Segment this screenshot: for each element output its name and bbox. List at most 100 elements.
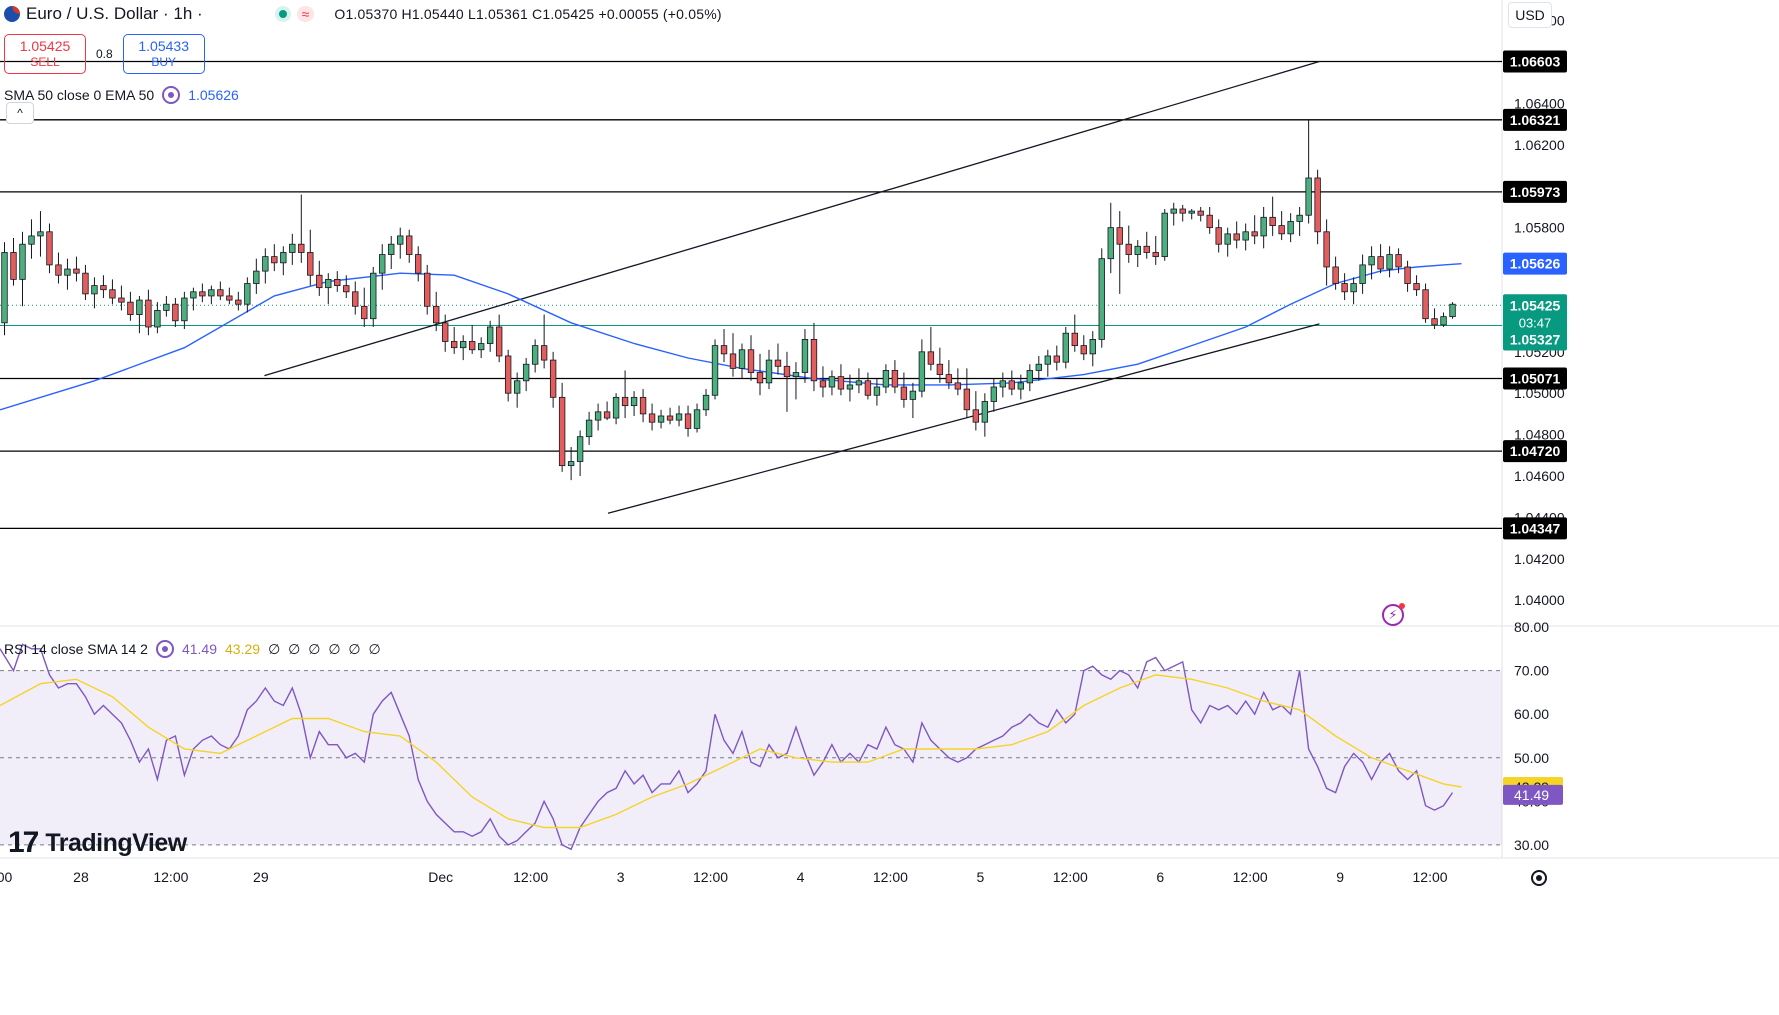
- candle-body: [145, 299, 152, 328]
- candle-body: [1206, 214, 1213, 229]
- candle-body: [55, 264, 62, 276]
- candle-body: [415, 254, 422, 274]
- candle: [1, 242, 8, 336]
- symbol-title[interactable]: Euro / U.S. Dollar · 1h ·: [26, 4, 203, 23]
- candle-body: [1359, 264, 1366, 284]
- candle-body: [576, 436, 584, 462]
- candle-body: [1386, 254, 1393, 270]
- wave-icon[interactable]: ≈: [296, 6, 315, 22]
- candle: [558, 382, 566, 472]
- currency-label: USD: [1515, 7, 1545, 23]
- candle-body: [73, 268, 80, 274]
- candle-body: [567, 461, 575, 467]
- candle-body: [217, 289, 224, 297]
- rsi-legend[interactable]: RSI 14 close SMA 14 2 41.49 43.29 ∅ ∅ ∅ …: [4, 640, 383, 658]
- rsi-value-tag: [1503, 784, 1563, 805]
- candle: [1143, 231, 1150, 259]
- rsi-legend-name[interactable]: RSI 14 close SMA 14 2: [4, 641, 148, 657]
- level-price-label: 1.06603: [1510, 53, 1561, 69]
- candle-body: [918, 351, 926, 392]
- candle-body: [154, 310, 161, 328]
- sell-price: 1.05425: [19, 38, 71, 54]
- candle: [19, 231, 26, 307]
- candle: [1305, 120, 1312, 224]
- buy-button[interactable]: 1.05433 BUY: [122, 34, 205, 74]
- level-price-tag: [1503, 50, 1567, 73]
- candle-body: [28, 235, 35, 245]
- candle-body: [1188, 210, 1195, 214]
- candle-body: [729, 353, 737, 369]
- candle-body: [316, 274, 323, 289]
- candle: [1242, 223, 1249, 251]
- candle-body: [963, 388, 971, 411]
- candle: [1197, 206, 1204, 222]
- candle-body: [82, 272, 89, 295]
- rsi-sma-line: [0, 674, 1462, 829]
- candle: [82, 264, 89, 301]
- rsi-legend-extra: ∅ ∅ ∅ ∅ ∅ ∅: [268, 640, 383, 657]
- candle-body: [900, 386, 908, 400]
- candle: [208, 285, 215, 305]
- ohlc-values: O1.05370 H1.05440 L1.05361 C1.05425 +0.0…: [334, 6, 722, 22]
- candle-body: [235, 299, 242, 305]
- market-status[interactable]: ≈: [274, 6, 315, 22]
- candle: [1053, 345, 1060, 371]
- support-price-tag: [1503, 328, 1567, 351]
- sma-legend[interactable]: SMA 50 close 0 EMA 50 1.05626: [4, 86, 239, 104]
- rsi-sma-legend-value: 43.29: [225, 641, 261, 657]
- candle: [873, 378, 881, 406]
- cycle-icon[interactable]: [162, 86, 181, 104]
- candle: [64, 258, 71, 290]
- candle: [1062, 326, 1069, 369]
- rsi-cycle-icon[interactable]: [155, 640, 174, 658]
- candle-body: [271, 256, 278, 264]
- candle-body: [91, 285, 98, 295]
- candle-body: [334, 278, 341, 286]
- candle: [1206, 206, 1213, 234]
- candle: [657, 409, 665, 429]
- candle: [1134, 240, 1141, 267]
- settings-gear-icon[interactable]: [1531, 870, 1547, 886]
- market-open-dot-icon: [274, 6, 291, 22]
- price-tick-label: 1.04200: [1514, 551, 1565, 567]
- candle-body: [1422, 289, 1429, 320]
- currency-button[interactable]: USD: [1508, 2, 1552, 28]
- candle: [1431, 308, 1438, 330]
- candle: [837, 364, 845, 396]
- candle-body: [540, 345, 548, 361]
- candle-body: [648, 413, 656, 423]
- sell-label: SELL: [30, 55, 60, 69]
- candle: [235, 291, 242, 311]
- candle: [720, 329, 728, 363]
- candle: [190, 287, 197, 311]
- candle-body: [756, 372, 764, 384]
- candle: [1152, 235, 1159, 265]
- candle: [424, 264, 431, 315]
- candle: [226, 287, 233, 305]
- collapse-legend-button[interactable]: ^: [6, 102, 34, 124]
- candle: [262, 248, 269, 284]
- candle: [1368, 246, 1375, 280]
- rsi-tick-label: 50.00: [1514, 750, 1549, 766]
- sma-legend-name[interactable]: SMA 50 close 0 EMA 50: [4, 87, 155, 103]
- level-price-tag: [1503, 108, 1567, 131]
- candle: [1080, 335, 1087, 361]
- candle: [621, 370, 629, 419]
- candle-body: [864, 380, 872, 396]
- candle: [756, 353, 764, 396]
- candle-body: [666, 415, 674, 421]
- candle: [298, 194, 305, 263]
- sell-button[interactable]: 1.05425 SELL: [4, 34, 86, 74]
- candle: [1224, 227, 1231, 257]
- alert-bolt-icon[interactable]: ⚡: [1382, 603, 1405, 626]
- level-price-label: 1.06321: [1510, 112, 1561, 128]
- candle-body: [1008, 380, 1016, 390]
- candle-body: [262, 256, 269, 272]
- candle: [1017, 374, 1025, 400]
- candle: [774, 343, 782, 375]
- candle-body: [909, 390, 917, 400]
- candle: [361, 287, 368, 327]
- rsi-tick-label: 60.00: [1514, 706, 1549, 722]
